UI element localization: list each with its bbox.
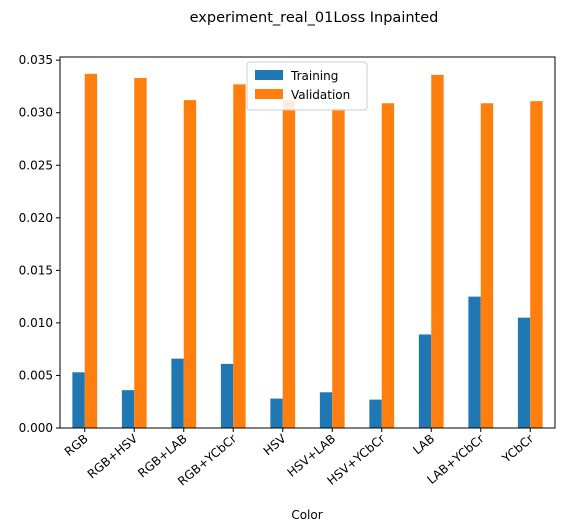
bar-training-hsv-ycbcr	[369, 399, 382, 428]
bar-training-rgb-lab	[171, 358, 184, 428]
bar-validation-rgb-lab	[183, 100, 197, 428]
bar-validation-ycbcr	[530, 101, 543, 428]
legend-label-training: Training	[290, 69, 338, 83]
legend-swatch-training	[255, 70, 283, 80]
legend-label-validation: Validation	[291, 88, 350, 102]
plot-frame	[59, 56, 556, 429]
bar-validation-hsv-ycbcr	[381, 103, 395, 429]
y-tick-label: 0.035	[19, 53, 53, 67]
bar-validation-lab-ycbcr	[480, 103, 494, 429]
x-tick-label: YCbCr	[499, 432, 536, 467]
y-tick-label: 0.010	[19, 316, 53, 330]
bar-validation-hsv	[282, 100, 296, 428]
bar-validation-hsv-lab	[332, 108, 345, 428]
bars-group	[72, 73, 543, 429]
bar-training-lab	[418, 334, 432, 428]
y-tick-label: 0.015	[19, 263, 53, 277]
x-axis-label: Color	[291, 508, 322, 522]
chart-title: experiment_real_01Loss Inpainted	[190, 10, 439, 26]
bar-training-rgb	[72, 372, 85, 428]
legend-swatch-validation	[255, 89, 283, 99]
y-tick-label: 0.030	[19, 106, 53, 120]
y-tick-label: 0.020	[19, 211, 53, 225]
y-tick-label: 0.000	[19, 421, 53, 435]
bar-training-rgb-hsv	[121, 390, 135, 428]
bar-training-rgb-ycbcr	[220, 363, 234, 428]
y-tick-label: 0.005	[19, 368, 53, 382]
bar-training-hsv-lab	[319, 392, 333, 428]
bar-training-ycbcr	[517, 317, 531, 428]
bar-training-lab-ycbcr	[468, 296, 481, 428]
bar-validation-lab	[431, 74, 444, 429]
bar-validation-rgb	[84, 73, 98, 428]
bar-validation-rgb-ycbcr	[233, 84, 246, 428]
x-tick-label: RGB+HSV	[85, 431, 141, 481]
bar-training-hsv	[270, 398, 283, 428]
y-tick-label: 0.025	[19, 158, 53, 172]
legend: Training Validation	[246, 61, 368, 111]
bar-validation-rgb-hsv	[134, 78, 147, 429]
x-tick-label: HSV	[261, 431, 290, 458]
x-tick-label: LAB	[410, 432, 437, 458]
x-tick-label: RGB	[62, 432, 91, 459]
